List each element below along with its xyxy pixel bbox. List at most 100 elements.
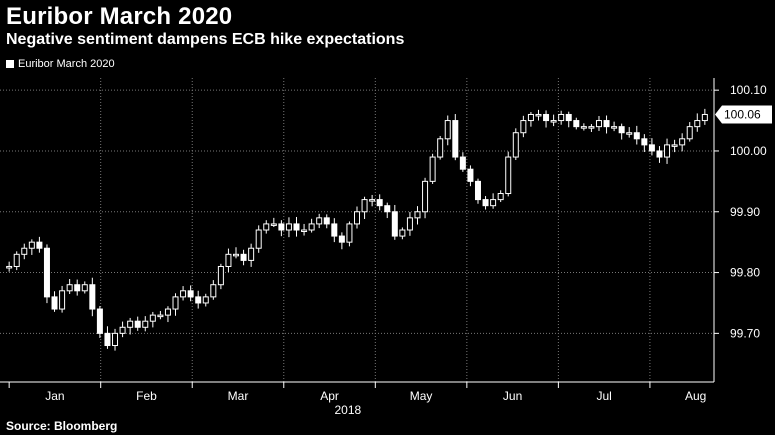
candle-body [474, 180, 481, 201]
last-value-marker: 100.06 [715, 105, 772, 124]
candle-body [308, 223, 315, 231]
candle-body [66, 284, 73, 292]
candle-body [595, 120, 602, 128]
x-tick-label: May [410, 389, 433, 403]
candle-body [316, 217, 323, 225]
candle-body [149, 314, 156, 322]
candle-body [361, 199, 368, 213]
chart-subtitle: Negative sentiment dampens ECB hike expe… [6, 31, 405, 48]
candle-body [565, 113, 572, 122]
x-tick-label: Mar [228, 389, 249, 403]
candle-body [13, 253, 20, 267]
candle-body [535, 113, 542, 117]
candle-body [323, 217, 330, 225]
candle-body [59, 290, 66, 310]
candle-body [96, 308, 103, 334]
candle-body [142, 320, 149, 328]
candle-body [270, 223, 277, 226]
candle-body [611, 126, 618, 129]
candle-body [467, 168, 474, 182]
candle-body [21, 247, 28, 255]
candle-body [671, 144, 678, 147]
candle-body [278, 223, 285, 231]
candle-body [686, 126, 693, 140]
candle-body [217, 265, 224, 286]
candle-body [180, 290, 187, 298]
candle-body [376, 199, 383, 207]
candles [6, 108, 708, 351]
candle-body [573, 120, 580, 128]
candle-body [505, 156, 512, 195]
candle-body [89, 284, 96, 310]
candle-body [452, 120, 459, 158]
candle-body [679, 138, 686, 146]
last-value-tag [715, 105, 772, 124]
candle-body [293, 223, 300, 231]
candle-body [701, 113, 708, 122]
legend-swatch [6, 60, 14, 68]
candle-body [6, 265, 13, 269]
candle-body [406, 217, 413, 231]
candle-body [694, 120, 701, 128]
x-tick-label: Jul [596, 389, 611, 403]
y-tick-label: 99.70 [730, 326, 760, 340]
candle-body [331, 223, 338, 237]
legend-label: Euribor March 2020 [18, 58, 115, 70]
candle-body [248, 247, 255, 261]
candle-body [112, 332, 119, 347]
candle-body [74, 284, 81, 292]
candle-body [603, 120, 610, 128]
candle-body [202, 296, 209, 304]
candle-body [664, 144, 671, 158]
candle-body [543, 113, 550, 122]
candle-body [285, 223, 292, 231]
candle-body [28, 241, 35, 249]
candle-body [520, 120, 527, 134]
candle-body [648, 144, 655, 152]
candle-body [512, 132, 519, 158]
candle-body [346, 223, 353, 243]
x-tick-label: Aug [685, 389, 706, 403]
candle-body [618, 126, 625, 134]
candle-body [391, 211, 398, 237]
candle-body [187, 290, 194, 298]
candle-body [104, 332, 111, 347]
candle-body [482, 199, 489, 207]
candle-body [656, 150, 663, 158]
candle-body [399, 229, 406, 237]
x-tick-label: Jun [503, 389, 522, 403]
legend: Euribor March 2020 [6, 58, 115, 70]
candle-body [36, 241, 43, 249]
candle-body [81, 284, 88, 292]
candle-body [626, 132, 633, 135]
x-tick-label: Jan [45, 389, 64, 403]
candle-body [414, 211, 421, 219]
candle-body [301, 229, 308, 232]
y-tick-label: 99.80 [730, 266, 760, 280]
chart-title: Euribor March 2020 [6, 3, 233, 30]
candle-body [490, 199, 497, 207]
y-tick-label: 100.10 [730, 83, 767, 97]
candle-body [422, 180, 429, 213]
candle-body [51, 296, 58, 310]
candle-body [255, 229, 262, 249]
candle-body [164, 308, 171, 316]
candle-body [172, 296, 179, 310]
candle-body [444, 120, 451, 140]
candle-body [437, 138, 444, 158]
candle-body [384, 205, 391, 213]
last-value-label: 100.06 [724, 107, 761, 121]
x-tick-label: Apr [320, 389, 339, 403]
candle-body [550, 120, 557, 123]
x-axis: Jan Feb Mar Apr May Jun Jul Aug 2018 [0, 381, 714, 417]
x-tick-label: Feb [136, 389, 157, 403]
candle-body [210, 284, 217, 298]
candle-body [527, 113, 534, 122]
candle-body [459, 156, 466, 170]
candle-body [263, 223, 270, 231]
candle-body [338, 235, 345, 243]
candle-body [240, 253, 247, 261]
candle-body [127, 320, 134, 328]
candle-body [369, 199, 376, 202]
